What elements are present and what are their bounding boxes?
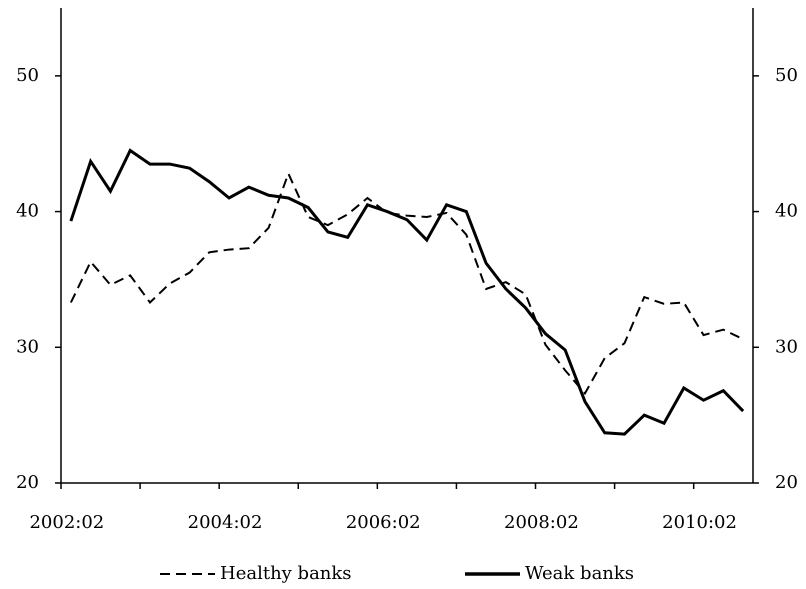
y2-tick-label: 50 [775, 65, 798, 86]
x-tick-label: 2008:02 [504, 512, 579, 533]
line-series [69, 170, 744, 396]
y2-tick-label: 20 [775, 472, 798, 493]
y2-tick-label: 30 [775, 336, 798, 357]
y-tick-label: 40 [16, 201, 39, 222]
legend-label: Weak banks [525, 563, 634, 584]
x-tick-label: 2002:02 [29, 512, 104, 533]
x-tick-label: 2006:02 [346, 512, 421, 533]
y-tick-label: 20 [16, 472, 39, 493]
y2-tick-label: 40 [775, 201, 798, 222]
x-tick-label: 2010:02 [662, 512, 737, 533]
x-tick-label: 2004:02 [188, 512, 263, 533]
y-tick-label: 30 [16, 336, 39, 357]
y-tick-label: 50 [16, 65, 39, 86]
legend-label: Healthy banks [220, 563, 352, 584]
line-series [69, 148, 745, 436]
